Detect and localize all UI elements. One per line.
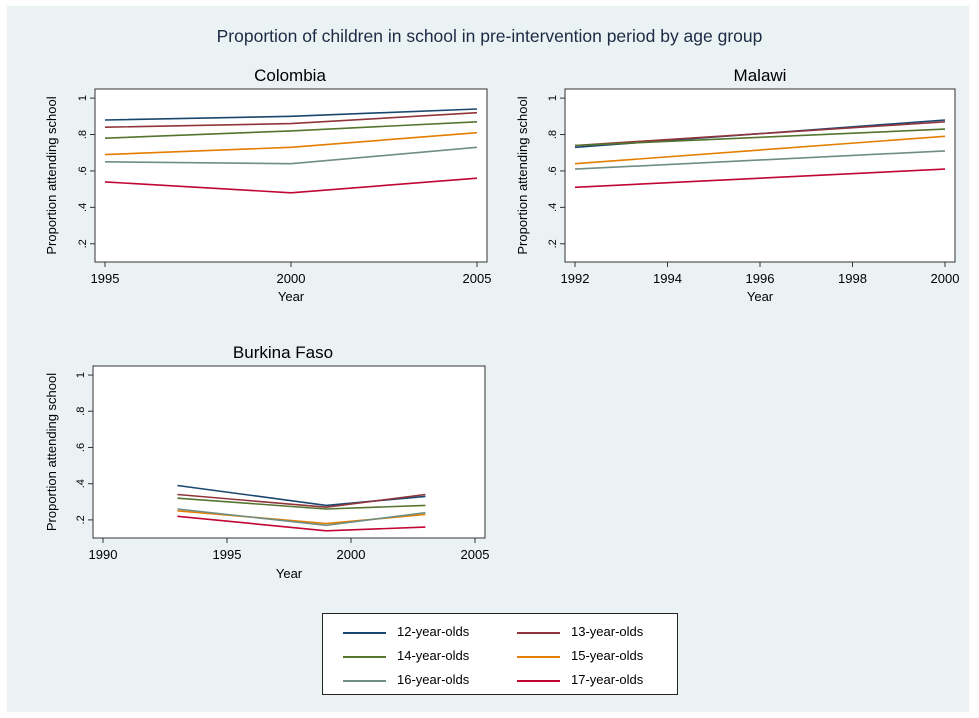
y-tick-label: 1 [77,95,89,101]
panel-title: Burkina Faso [233,343,333,362]
y-tick-label: .6 [75,443,87,452]
y-axis-title: Proportion attending school [44,373,59,531]
series-line-13-year-olds [574,121,946,147]
y-tick-label: .4 [75,479,87,488]
panel-title: Colombia [254,66,326,85]
x-tick-label: 1992 [561,271,590,286]
x-axis-title: Year [276,566,303,581]
y-tick-label: .8 [75,407,87,416]
legend-swatch-17 [517,680,560,682]
x-tick-label: 2000 [337,547,366,562]
plot-area [564,88,956,263]
y-tick-label: .4 [77,203,89,212]
panel-0: Colombia .2 .4 .6 .8 1 Proportion attending sc… [44,66,491,304]
legend-label-14: 14-year-olds [397,648,470,663]
y-tick-label: 1 [75,372,87,378]
legend-label-13: 13-year-olds [571,624,644,639]
legend-label-15: 15-year-olds [571,648,644,663]
y-axis-title: Proportion attending school [44,96,59,254]
y-tick-label: .8 [547,130,559,139]
series-line-17-year-olds [574,168,946,189]
y-tick-label: .6 [547,166,559,175]
legend-swatch-12 [343,632,386,634]
legend-swatch-14 [343,656,386,658]
series-line-14-year-olds [177,497,426,510]
x-tick-label: 2000 [931,271,960,286]
y-tick-label: .2 [547,239,559,248]
x-tick-label: 1996 [746,271,775,286]
figure-title: Proportion of children in school in pre-… [216,26,763,46]
series-line-13-year-olds [177,493,426,509]
series-line-16-year-olds [177,508,426,527]
x-tick-label: 2005 [463,271,492,286]
y-tick-label: .4 [547,203,559,212]
x-axis-title: Year [747,289,774,304]
series-line-16-year-olds [104,146,478,165]
legend-label-17: 17-year-olds [571,672,644,687]
series-line-15-year-olds [574,135,946,165]
legend-swatch-16 [343,680,386,682]
x-tick-label: 1995 [213,547,242,562]
plot-area [94,88,488,263]
legend-label-12: 12-year-olds [397,624,470,639]
series-line-16-year-olds [574,150,946,170]
x-axis-title: Year [278,289,305,304]
plot-area [92,365,486,539]
series-line-14-year-olds [104,121,478,139]
series-line-13-year-olds [104,111,478,128]
series-line-15-year-olds [104,131,478,156]
panel-1: Malawi .2 .4 .6 .8 1 Proportion attending scho… [515,66,959,304]
x-tick-label: 1995 [91,271,120,286]
y-tick-label: .6 [77,166,89,175]
x-tick-label: 1990 [89,547,118,562]
series-line-17-year-olds [177,515,426,532]
panel-2: Burkina Faso .2 .4 .6 .8 1 Proportion attendin… [44,343,489,581]
series-line-12-year-olds [104,108,478,121]
x-tick-label: 2000 [277,271,306,286]
y-axis-title: Proportion attending school [515,96,530,254]
series-line-17-year-olds [104,177,478,194]
legend-label-16: 16-year-olds [397,672,470,687]
y-tick-label: .2 [77,239,89,248]
x-tick-label: 1998 [838,271,867,286]
y-tick-label: .2 [75,515,87,524]
panel-title: Malawi [734,66,787,85]
y-tick-label: 1 [547,95,559,101]
x-tick-label: 2005 [461,547,490,562]
legend-swatch-13 [517,632,560,634]
series-line-14-year-olds [574,128,946,147]
y-tick-label: .8 [77,130,89,139]
x-tick-label: 1994 [653,271,682,286]
legend: 12-year-olds 13-year-olds 14-year-olds 1… [322,613,678,695]
legend-swatch-15 [517,656,560,658]
